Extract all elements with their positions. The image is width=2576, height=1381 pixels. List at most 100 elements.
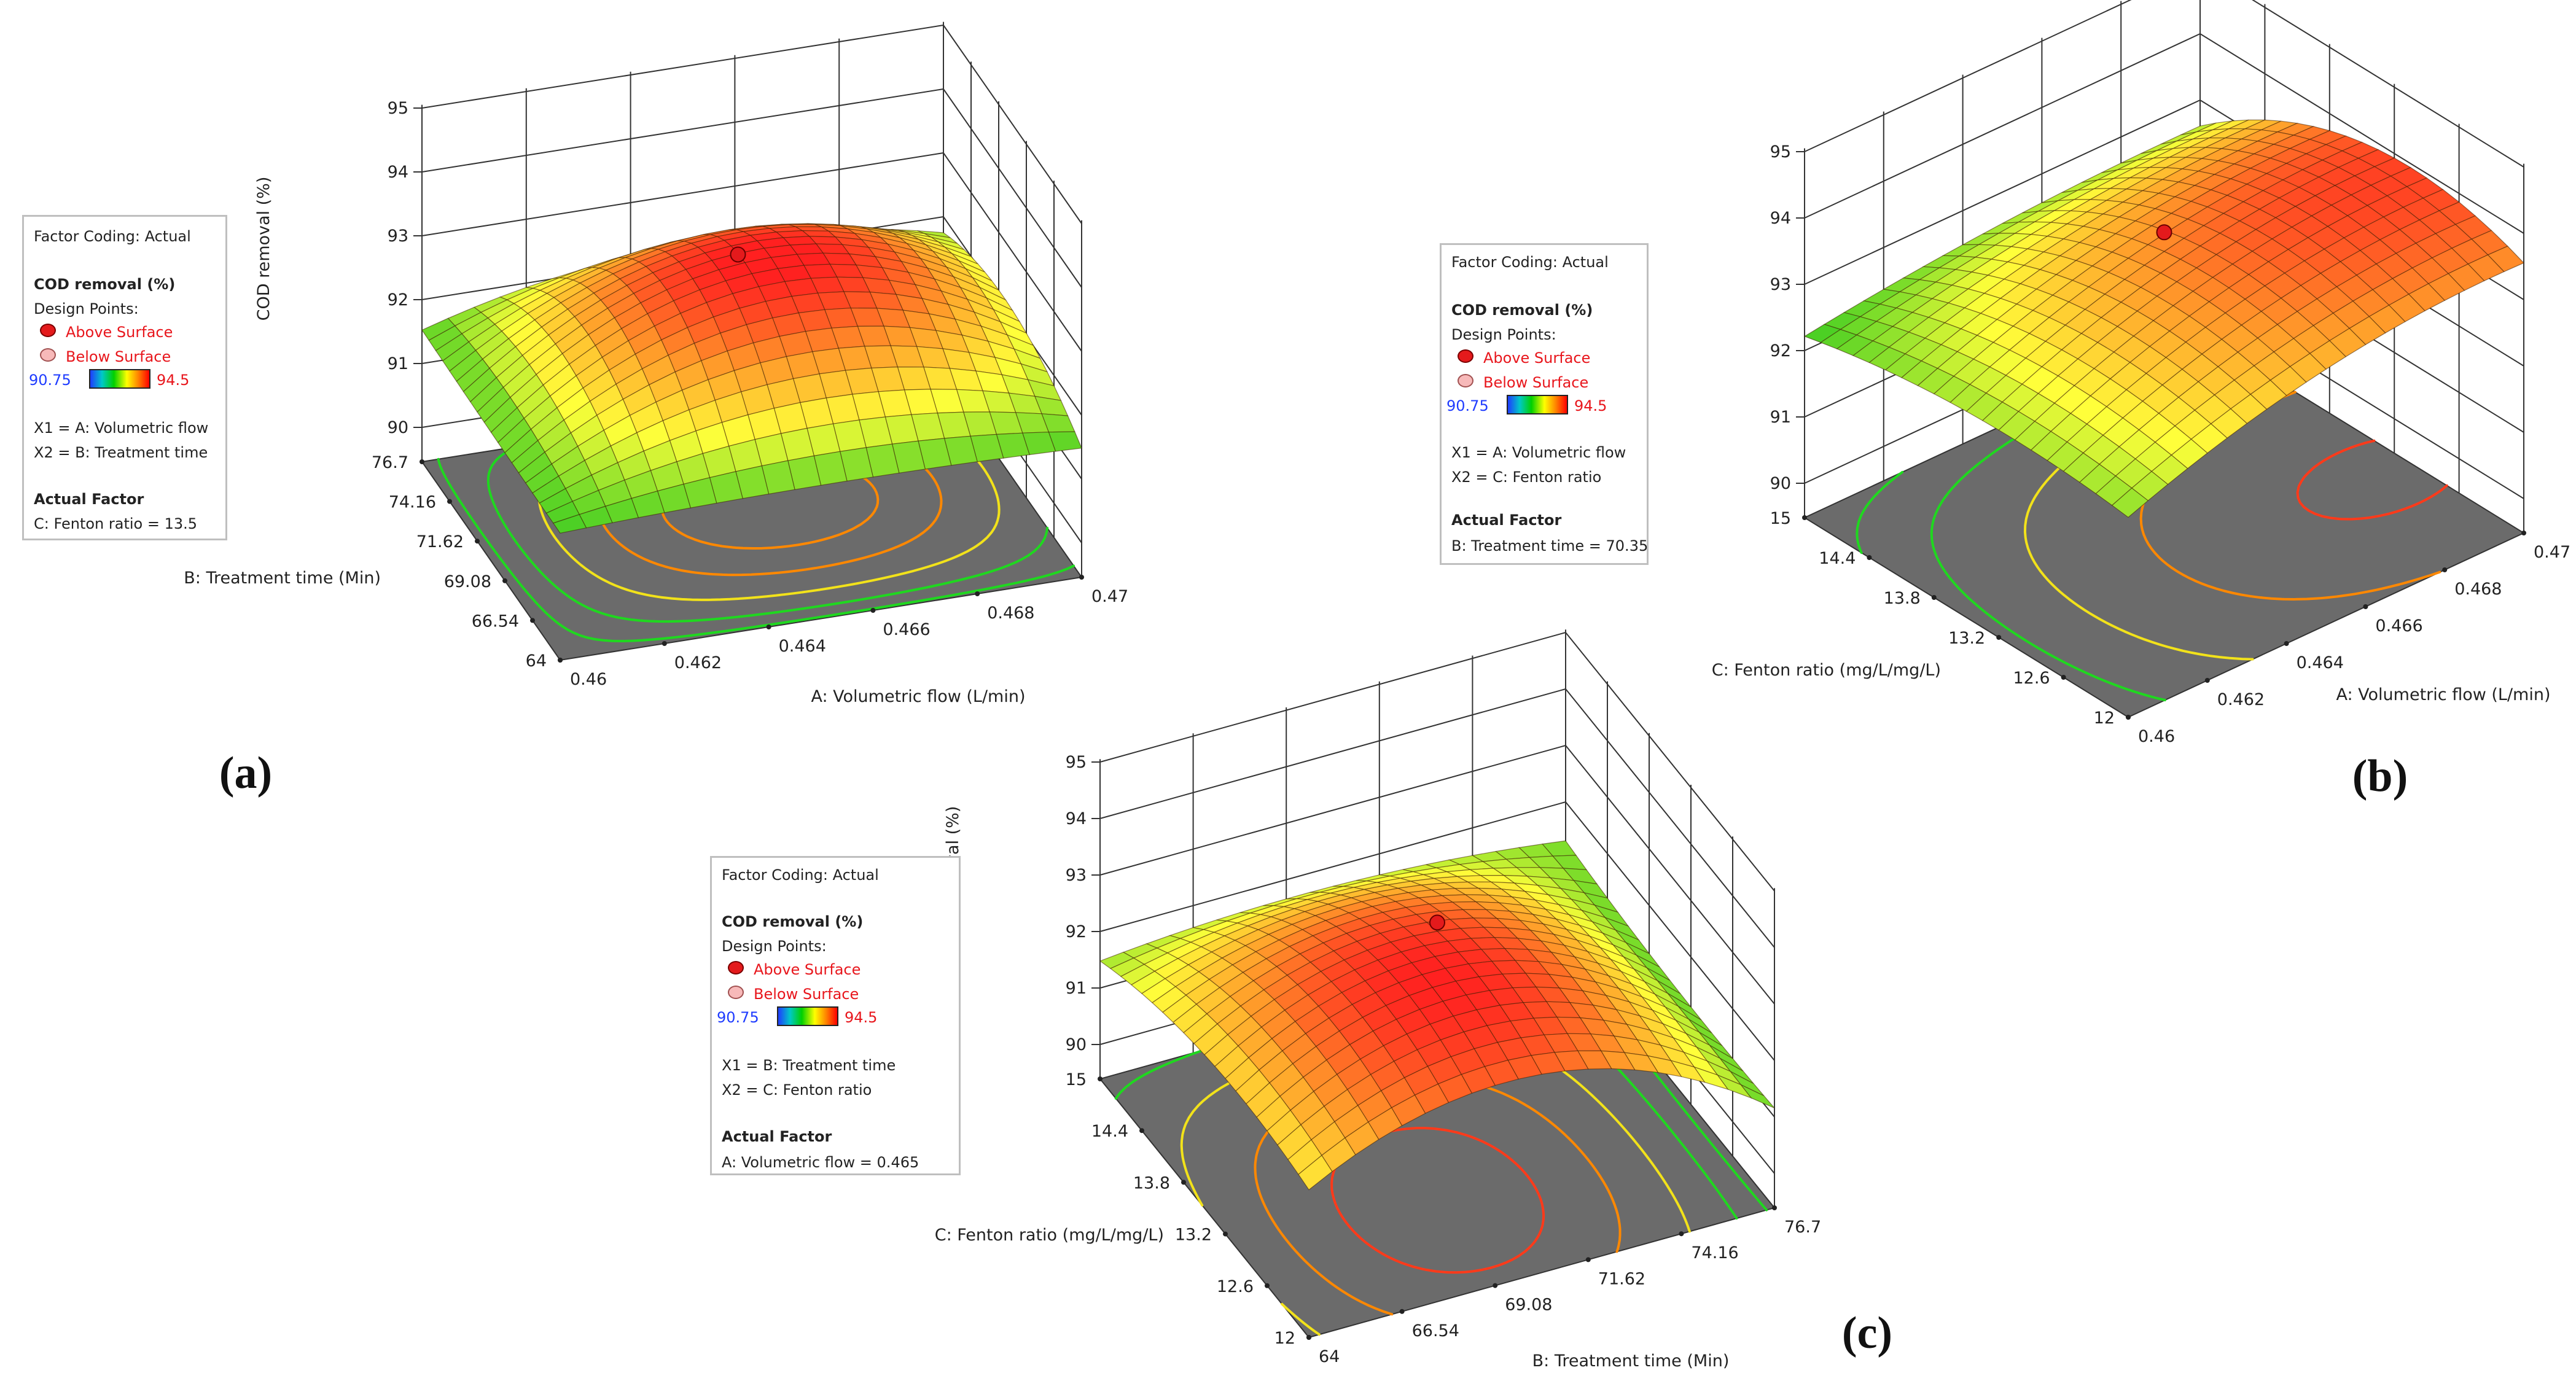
y-tick-label: 66.54 [472, 612, 519, 631]
y-tick-label: 12.6 [2013, 669, 2050, 688]
y-ticks: 64 66.54 69.08 71.62 74.16 76.7 [372, 453, 563, 671]
y-tick [420, 459, 424, 464]
x-tick [870, 608, 876, 613]
legend-b: Factor Coding: Actual COD removal (%) De… [1440, 243, 1649, 565]
z-tick-label: 95 [1770, 142, 1791, 161]
panel-label: (c) [1842, 1308, 1892, 1358]
x-tick [1679, 1231, 1684, 1237]
panel-label: (b) [2352, 751, 2408, 801]
y-tick-label: 14.4 [1819, 549, 1856, 568]
legend-above: Above Surface [66, 324, 173, 341]
x-tick [2284, 641, 2289, 646]
below-surface-marker [728, 986, 744, 999]
y-tick-label: 69.08 [444, 572, 491, 591]
x-axis-title: A: Volumetric flow (L/min) [811, 687, 1025, 706]
surface-cell [2111, 488, 2149, 518]
legend-a: Factor Coding: Actual COD removal (%) De… [22, 215, 227, 540]
grid-line [421, 152, 1082, 352]
z-tick-label: 95 [1066, 753, 1087, 772]
x-tick-label: 0.466 [2375, 617, 2422, 636]
x-tick-label: 74.16 [1691, 1243, 1738, 1262]
z-tick-label: 91 [388, 354, 408, 373]
legend-response: COD removal (%) [34, 276, 176, 293]
y-axis-title: C: Fenton ratio (mg/L/mg/L) [1712, 661, 1941, 680]
x-tick [1585, 1257, 1591, 1262]
panel-a: 90 91 92 93 94 95 0.46 0.462 0.464 0.466 0.468 0.47… [184, 21, 1128, 798]
legend-x1: X1 = A: Volumetric flow [34, 419, 209, 437]
legend-factor-coding: Factor Coding: Actual [722, 866, 879, 884]
y-tick [447, 499, 452, 504]
x-tick-label: 0.462 [674, 653, 722, 672]
x-tick-label: 0.468 [987, 604, 1034, 623]
z-tick-label: 95 [388, 99, 408, 118]
legend-actual-factor-heading: Actual Factor [1451, 512, 1562, 529]
y-tick [1223, 1231, 1228, 1237]
contour-line [2296, 439, 2448, 521]
x-tick-label: 0.466 [883, 620, 930, 639]
y-tick-label: 12 [2094, 709, 2115, 728]
contour-line [1856, 470, 1904, 554]
y-tick-label: 15 [1770, 509, 1791, 528]
z-tick-label: 94 [388, 163, 408, 182]
x-tick-label: 66.54 [1412, 1321, 1459, 1340]
legend-design-points: Design Points: [1451, 326, 1556, 343]
x-tick [662, 641, 667, 646]
x-tick [1079, 575, 1084, 580]
legend-actual-factor: A: Volumetric flow = 0.465 [722, 1154, 919, 1171]
y-tick [1306, 1335, 1311, 1340]
y-ticks: 12 12.6 13.2 13.8 14.4 15 [1770, 509, 2131, 728]
y-tick [558, 658, 563, 663]
z-axis-title: COD removal (%) [254, 177, 273, 321]
y-tick [1867, 555, 1872, 560]
z-tick-label: 94 [1066, 809, 1087, 828]
z-tick-label: 92 [1770, 341, 1791, 360]
z-tick-label: 93 [388, 227, 408, 246]
x-tick [766, 624, 771, 629]
legend-above: Above Surface [754, 961, 861, 978]
response-surface [1803, 119, 2525, 518]
color-scale-bar [777, 1006, 838, 1026]
y-tick [2061, 675, 2066, 680]
legend-x1: X1 = A: Volumetric flow [1451, 444, 1626, 461]
y-tick-label: 15 [1066, 1070, 1087, 1089]
design-point [1429, 914, 1445, 931]
z-tick-label: 92 [1066, 922, 1087, 941]
legend-c: Factor Coding: Actual COD removal (%) De… [710, 856, 961, 1175]
x-tick [2363, 604, 2368, 609]
z-tick-label: 90 [1770, 474, 1791, 493]
y-tick [1098, 1076, 1103, 1081]
z-ticks: 90 91 92 93 94 95 [1770, 142, 1805, 493]
legend-below: Below Surface [754, 986, 859, 1003]
legend-design-points: Design Points: [722, 938, 827, 955]
panel-c: 90 91 92 93 94 95 64 66.54 69.08 71.62 74.16 76.7 12… [935, 629, 1892, 1371]
scale-min: 90.75 [29, 372, 71, 389]
scale-max: 94.5 [157, 372, 190, 389]
x-tick-label: 0.464 [2297, 653, 2344, 672]
x-tick-label: 64 [1319, 1347, 1340, 1366]
z-tick-label: 91 [1770, 408, 1791, 427]
grid-line [1099, 801, 1775, 1061]
y-ticks: 12 12.6 13.2 13.8 14.4 15 [1066, 1070, 1311, 1348]
x-tick [2204, 678, 2210, 683]
scale-max: 94.5 [1574, 397, 1607, 414]
y-tick-label: 74.16 [389, 493, 436, 512]
below-surface-marker [1458, 374, 1473, 387]
x-ticks: 0.46 0.462 0.464 0.466 0.468 0.47 [558, 575, 1128, 689]
y-tick [530, 618, 535, 623]
scale-min: 90.75 [1446, 397, 1489, 414]
legend-response: COD removal (%) [722, 913, 864, 930]
y-tick [1181, 1180, 1186, 1185]
y-tick-label: 76.7 [372, 453, 408, 472]
x-tick-label: 71.62 [1598, 1269, 1645, 1288]
grid-line [1099, 631, 1775, 892]
y-axis-title: C: Fenton ratio (mg/L/mg/L) [935, 1226, 1164, 1245]
surface-cell [1298, 1154, 1333, 1191]
x-tick-label: 0.468 [2454, 580, 2502, 599]
x-tick-label: 76.7 [1784, 1218, 1821, 1237]
x-tick-label: 0.46 [2138, 727, 2175, 746]
panel-b: 90 91 92 93 94 95 0.46 0.462 0.464 0.466 0.468 0.47… [1712, 0, 2570, 801]
legend-x1: X1 = B: Treatment time [722, 1057, 896, 1074]
y-tick [1996, 635, 2002, 640]
y-tick-label: 64 [526, 652, 547, 671]
